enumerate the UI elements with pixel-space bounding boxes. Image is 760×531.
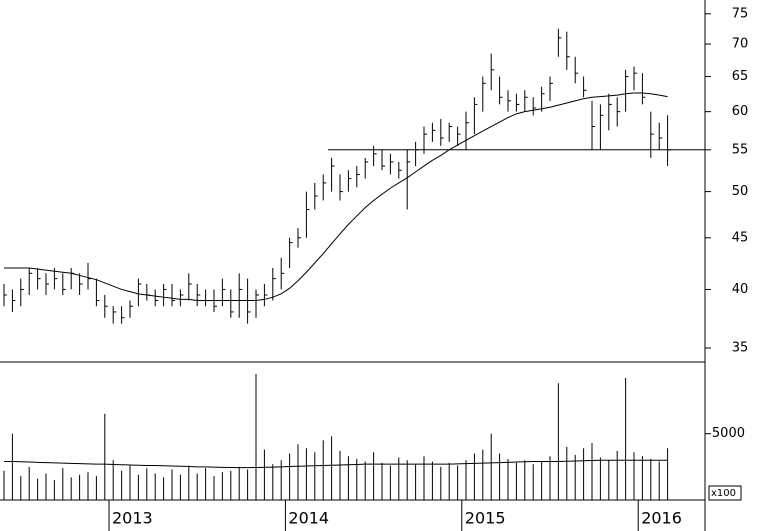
volume-moving-average [4, 459, 668, 469]
y-tick-label: 60 [732, 104, 749, 119]
y-tick-label: 55 [732, 142, 749, 157]
y-tick-label: 70 [732, 37, 749, 52]
x-tick-label: 2014 [288, 509, 329, 528]
y-tick-label: 75 [732, 6, 749, 21]
x-tick-label: 2015 [465, 509, 506, 528]
unit-label: x100 [711, 488, 736, 499]
y-tick-label: 40 [732, 282, 749, 297]
x-tick-label: 2016 [641, 509, 682, 528]
price-moving-average [4, 92, 668, 302]
y-tick-label: 35 [732, 340, 749, 355]
y-tick-label: 45 [732, 230, 749, 245]
y-tick-label: 65 [732, 69, 749, 84]
x-tick-label: 2013 [112, 509, 153, 528]
y-tick-label: 5000 [712, 426, 745, 441]
unit-box [708, 485, 742, 501]
y-tick-label: 50 [732, 184, 749, 199]
